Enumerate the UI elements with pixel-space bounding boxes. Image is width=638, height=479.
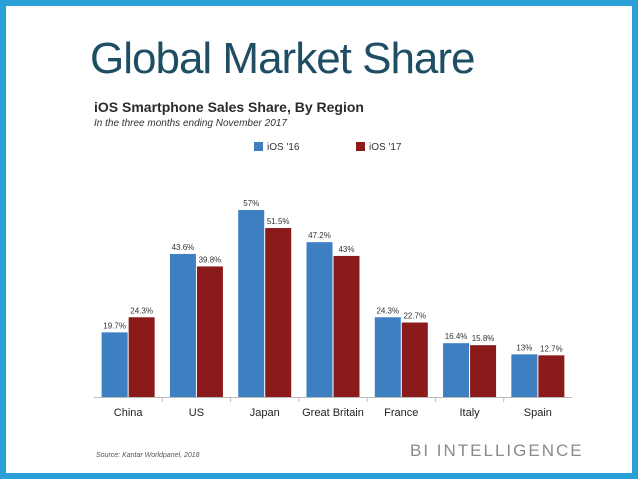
legend-label-0: iOS '16 xyxy=(267,142,300,153)
bar-0-5 xyxy=(443,343,470,397)
bar-1-1 xyxy=(196,266,223,397)
x-tick-label-3: Great Britain xyxy=(302,407,364,419)
chart-title: iOS Smartphone Sales Share, By Region xyxy=(94,99,364,115)
chart-subtitle: In the three months ending November 2017 xyxy=(94,118,287,129)
data-label-0-1: 43.6% xyxy=(172,243,195,252)
source-note: Source: Kantar Worldpanel, 2018 xyxy=(96,452,200,459)
bar-1-5 xyxy=(470,345,497,397)
brand-logo: BI INTELLIGENCE xyxy=(410,441,584,460)
data-label-1-5: 15.8% xyxy=(472,334,495,343)
bar-0-1 xyxy=(169,253,196,397)
x-tick-label-6: Spain xyxy=(524,407,552,419)
legend-swatch-1 xyxy=(356,142,365,151)
bar-0-6 xyxy=(511,354,538,397)
bar-0-3 xyxy=(306,242,333,397)
bar-0-0 xyxy=(101,332,128,397)
data-label-1-6: 12.7% xyxy=(540,344,563,353)
data-label-0-5: 16.4% xyxy=(445,332,468,341)
bar-1-4 xyxy=(401,322,428,397)
data-label-0-0: 19.7% xyxy=(103,321,126,330)
data-label-0-3: 47.2% xyxy=(308,231,331,240)
bar-1-2 xyxy=(265,228,292,397)
bar-chart: iOS '16 iOS '17 19.7% 24.3% China 43.6% 39.8% U… xyxy=(94,142,572,419)
legend-swatch-0 xyxy=(254,142,263,151)
data-label-1-3: 43% xyxy=(338,245,354,254)
x-tick-label-1: US xyxy=(189,407,204,419)
data-label-1-4: 22.7% xyxy=(403,312,426,321)
x-tick-label-5: Italy xyxy=(459,407,480,419)
data-label-1-0: 24.3% xyxy=(130,306,153,315)
x-tick-label-4: France xyxy=(384,407,418,419)
x-tick-label-2: Japan xyxy=(250,407,280,419)
data-label-0-4: 24.3% xyxy=(376,306,399,315)
data-label-1-2: 51.5% xyxy=(267,217,290,226)
bar-1-0 xyxy=(128,317,155,397)
data-label-0-2: 57% xyxy=(243,199,259,208)
bar-1-3 xyxy=(333,255,360,397)
bar-0-2 xyxy=(238,210,265,397)
bar-0-4 xyxy=(374,317,401,397)
bar-1-6 xyxy=(538,355,565,397)
data-label-1-1: 39.8% xyxy=(199,255,222,264)
data-label-0-6: 13% xyxy=(516,343,532,352)
legend-label-1: iOS '17 xyxy=(369,142,402,153)
x-tick-label-0: China xyxy=(114,407,144,419)
slide-title: Global Market Share xyxy=(90,34,476,83)
